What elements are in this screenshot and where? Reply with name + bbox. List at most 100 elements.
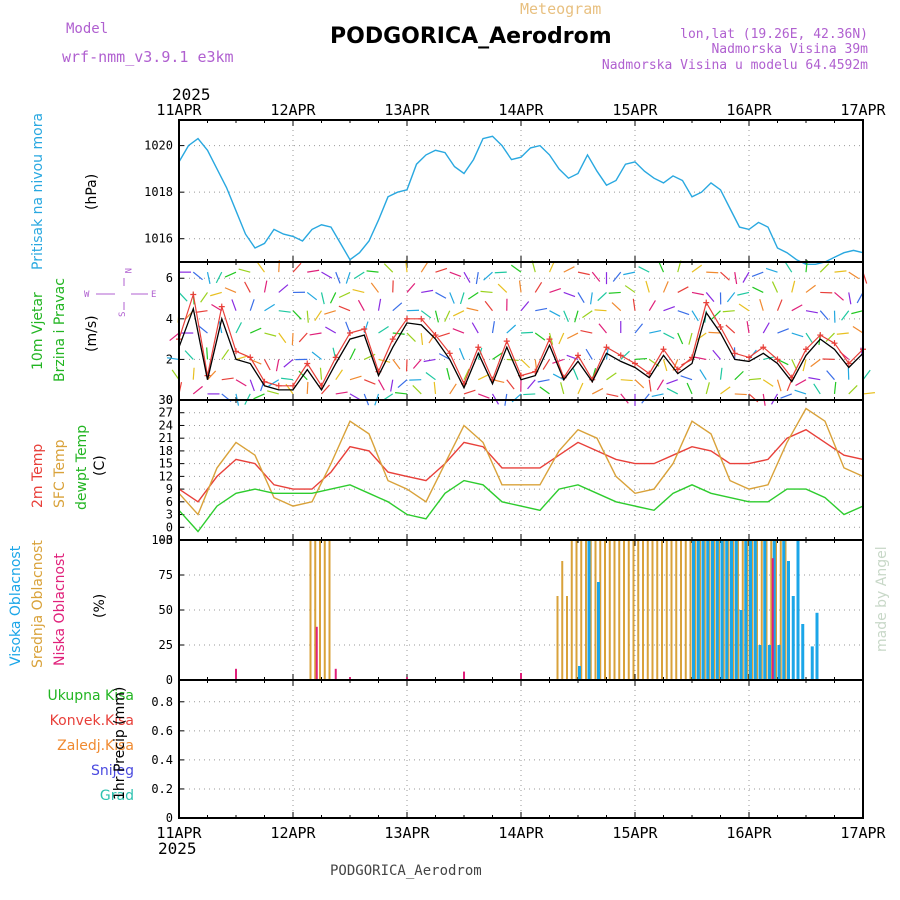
wind-arrow <box>244 281 251 293</box>
wind-arrow <box>378 325 389 334</box>
y-tick-label: 12 <box>159 469 173 483</box>
compass-east: E <box>151 290 156 300</box>
wind-arrow <box>598 323 607 334</box>
wind-arrow <box>848 271 860 280</box>
wind-arrow <box>446 367 451 380</box>
wind-arrow <box>306 291 318 301</box>
wind-arrow <box>738 303 750 312</box>
wind-gust-marker <box>446 350 453 357</box>
wind-arrow <box>459 292 465 305</box>
wind-arrow <box>851 310 864 315</box>
mid-cloud-bar <box>561 561 564 680</box>
wind-arrow <box>377 298 382 311</box>
wind-arrow <box>167 357 180 361</box>
wind-arrow <box>762 379 774 387</box>
y-tick-label: 3 <box>166 508 173 522</box>
wind-arrow <box>651 393 664 397</box>
high-cloud-bar <box>758 645 762 680</box>
wind-arrow <box>292 262 302 273</box>
wind-arrow <box>449 271 462 278</box>
wind-arrow <box>192 385 203 395</box>
date-label-bottom: 13APR <box>384 824 430 842</box>
wind-arrow <box>349 375 362 381</box>
wind-arrow <box>706 271 719 274</box>
high-cloud-bar <box>730 540 733 680</box>
wind-arrow <box>278 332 287 344</box>
wind-gust-marker <box>275 382 282 389</box>
date-labels-bottom: 11APR 12APR 13APR 14APR 15APR 16APR 17APR <box>156 824 886 842</box>
wind-arrow <box>325 326 337 334</box>
wind-arrow <box>691 291 704 296</box>
wind-gust-marker <box>746 354 752 361</box>
mid-cloud-bar <box>632 540 635 680</box>
mid-cloud-bar <box>675 540 678 680</box>
coords: lon,lat (19.26E, 42.36N) <box>680 27 868 42</box>
wind-arrow <box>534 332 546 341</box>
wind-arrow <box>795 379 807 387</box>
wind-arrow <box>645 280 650 293</box>
wind-arrow <box>591 387 604 395</box>
wind-gust-marker <box>418 315 425 322</box>
wind-arrow <box>548 260 555 273</box>
wind-gust-marker <box>760 344 767 351</box>
wind-arrow <box>686 382 693 395</box>
y-tick-label: 0.6 <box>151 724 173 738</box>
date-label-bottom: 16APR <box>726 824 772 842</box>
wind-arrow <box>841 310 850 321</box>
compass-west: W <box>84 290 90 300</box>
mid-cloud-bar <box>323 540 326 680</box>
wind-arrow <box>648 379 652 392</box>
wind-arrow <box>563 291 576 298</box>
wind-arrow <box>535 307 548 312</box>
mid-cloud-bar <box>613 540 616 680</box>
wind-arrow <box>819 310 829 321</box>
wind-arrow <box>834 270 847 273</box>
wind-gust-marker <box>304 360 311 367</box>
wind-arrow <box>537 379 550 383</box>
mid-cloud-bar <box>585 540 587 680</box>
wind-arrow <box>466 307 479 312</box>
mid-cloud-bar <box>604 540 606 680</box>
mid-cloud-bar <box>760 540 763 680</box>
wind-arrow <box>412 385 422 395</box>
high-cloud-bar <box>768 645 771 680</box>
low-cloud-bar <box>771 558 774 680</box>
wind-arrow <box>759 299 764 311</box>
low-cloud-bar <box>334 668 337 680</box>
y-tick-label: 24 <box>159 418 173 432</box>
y-tick-label: 0 <box>166 393 173 407</box>
wind-arrow <box>329 292 337 304</box>
wind-arrow <box>458 348 465 360</box>
cloud-unit: (%) <box>92 594 108 618</box>
wind-arrow <box>434 310 439 323</box>
cloud-label-2: Srednja Oblacnost <box>30 540 46 668</box>
high-cloud-bar <box>711 540 714 680</box>
wind-arrow <box>392 332 405 335</box>
wind-arrow <box>383 263 394 273</box>
wind-gust-marker <box>389 336 396 343</box>
wind-arrow <box>506 379 515 390</box>
wind-arrow <box>268 379 280 387</box>
wind-arrow <box>641 393 650 404</box>
wind-arrow <box>206 272 211 285</box>
wind-arrow <box>677 332 684 345</box>
sfc-temp-line <box>178 407 864 516</box>
wind-arrow <box>364 379 376 385</box>
mid-cloud-bar <box>680 540 682 680</box>
wind-arrow <box>349 393 361 401</box>
y-tick-label: 4 <box>166 312 173 326</box>
wind-arrow <box>705 382 710 395</box>
wind-arrow <box>335 391 348 395</box>
altitude: Nadmorska Visina 39m <box>711 42 868 57</box>
wind-arrow <box>221 349 230 360</box>
high-cloud-bar <box>815 612 819 680</box>
wind-arrow <box>311 351 322 360</box>
wind-arrow <box>171 369 180 381</box>
wind-arrow <box>235 322 242 334</box>
wind-arrow <box>314 310 322 321</box>
high-cloud-bar <box>597 582 600 680</box>
wind-gust-marker <box>831 340 838 347</box>
wind-arrow <box>848 292 852 305</box>
mid-cloud-bar <box>314 540 317 680</box>
